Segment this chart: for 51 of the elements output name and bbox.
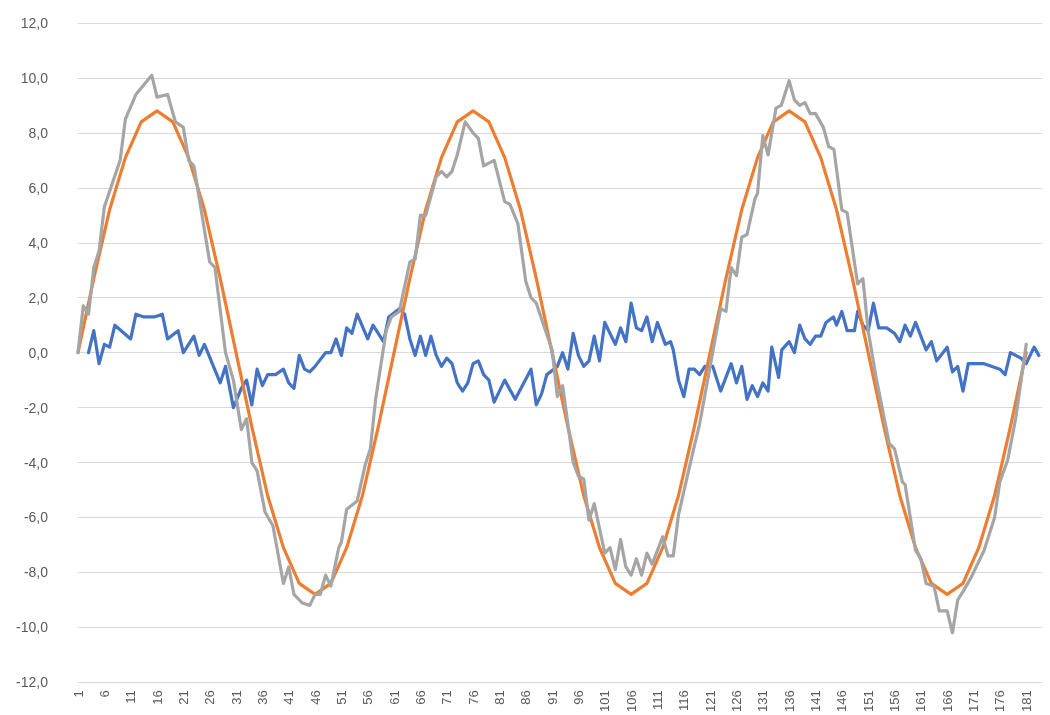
x-tick-label: 51 [333, 690, 349, 705]
y-tick-label: 8,0 [28, 124, 49, 141]
y-tick-label: -10,0 [16, 619, 49, 636]
line-series [86, 301, 1041, 410]
x-tick-label: 41 [281, 690, 297, 705]
y-tick-label: 6,0 [28, 179, 49, 196]
y-tick-label: 12,0 [20, 15, 49, 31]
x-tick-label: 131 [755, 690, 771, 713]
x-tick-label: 126 [728, 690, 744, 713]
x-tick-label: 71 [439, 690, 455, 705]
x-tick-label: 6 [96, 690, 112, 698]
x-tick-label: 66 [412, 690, 428, 705]
x-tick-label: 171 [966, 690, 982, 713]
y-tick-label: -12,0 [16, 674, 49, 691]
x-tick-label: 121 [702, 690, 718, 713]
x-tick-label: 116 [676, 690, 692, 712]
x-tick-label: 141 [807, 690, 823, 713]
y-tick-label: -2,0 [23, 399, 49, 416]
y-tick-label: 2,0 [28, 289, 49, 306]
x-tick-label: 91 [544, 690, 560, 705]
x-tick-label: 81 [491, 690, 507, 705]
x-tick-label: 181 [1018, 690, 1034, 713]
y-tick-label: 10,0 [20, 69, 49, 86]
x-tick-label: 146 [834, 690, 850, 713]
y-tick-label: -8,0 [23, 564, 49, 581]
x-tick-label: 21 [175, 690, 191, 705]
x-tick-label: 106 [623, 690, 639, 713]
x-tick-label: 151 [860, 690, 876, 713]
x-tick-label: 136 [781, 690, 797, 713]
x-tick-label: 46 [307, 690, 323, 705]
x-tick-label: 56 [360, 690, 376, 705]
x-tick-label: 31 [228, 690, 244, 705]
x-tick-label: 1 [70, 690, 86, 698]
y-tick-label: 4,0 [28, 234, 49, 251]
x-tick-label: 166 [939, 690, 955, 713]
x-tick-label: 111 [649, 690, 665, 711]
x-tick-label: 76 [465, 690, 481, 705]
x-tick-label: 156 [887, 690, 902, 713]
x-tick-label: 26 [202, 690, 218, 705]
x-tick-label: 96 [570, 690, 586, 705]
x-tick-label: 36 [254, 690, 270, 705]
x-tick-label: 176 [992, 690, 1008, 713]
x-tick-label: 11 [123, 690, 139, 704]
x-tick-label: 101 [597, 690, 613, 713]
y-tick-label: -6,0 [23, 509, 49, 526]
x-tick-label: 61 [386, 690, 402, 705]
x-tick-label: 161 [913, 690, 929, 713]
y-tick-label: 0,0 [28, 344, 49, 361]
x-tick-label: 86 [518, 690, 534, 705]
x-tick-label: 16 [149, 690, 165, 705]
y-tick-label: -4,0 [23, 454, 49, 471]
